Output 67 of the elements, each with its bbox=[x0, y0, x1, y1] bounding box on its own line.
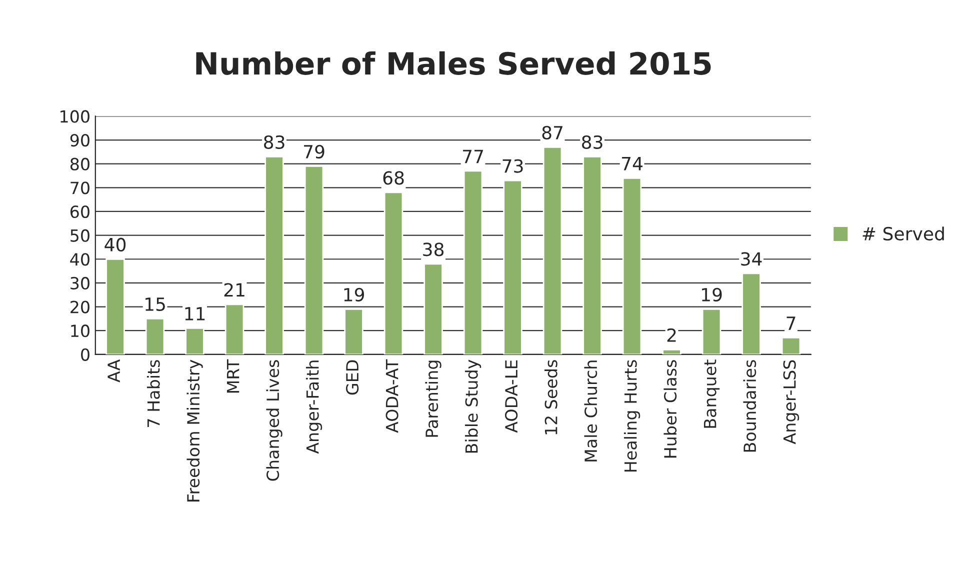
x-tick-label: AODA-LE bbox=[505, 360, 518, 433]
bar bbox=[582, 156, 602, 354]
data-label: 83 bbox=[582, 135, 602, 150]
y-tick-label: 100 bbox=[60, 110, 90, 123]
bar bbox=[304, 166, 324, 354]
chart-title: Number of Males Served 2015 bbox=[196, 51, 711, 75]
x-tick-label: Anger-Faith bbox=[306, 360, 322, 454]
x-tick-label: Freedom Ministry bbox=[186, 360, 203, 502]
data-label: 77 bbox=[463, 150, 483, 164]
y-tick-label: 60 bbox=[70, 205, 90, 218]
bar bbox=[503, 180, 522, 354]
bar bbox=[384, 192, 404, 354]
bar bbox=[742, 272, 761, 354]
bar bbox=[622, 177, 642, 354]
x-tick-label: Male Church bbox=[584, 360, 598, 462]
bar bbox=[424, 263, 443, 354]
legend-label: # Served bbox=[862, 226, 944, 241]
y-tick-label: 10 bbox=[71, 324, 90, 338]
bar bbox=[264, 156, 284, 354]
x-tick-label: MRT bbox=[226, 359, 240, 393]
x-tick-label: Anger-LSS bbox=[783, 360, 800, 444]
bar bbox=[781, 337, 801, 354]
data-label: 79 bbox=[304, 144, 324, 159]
bar bbox=[185, 328, 204, 354]
y-tick-label: 20 bbox=[70, 300, 90, 314]
x-tick-label: Bible Study bbox=[464, 360, 482, 453]
bar bbox=[106, 258, 125, 354]
y-tick-label: 70 bbox=[70, 182, 90, 194]
x-tick-label: Banquet bbox=[704, 360, 720, 428]
x-tick-label: Huber Class bbox=[664, 360, 677, 458]
data-label: 11 bbox=[185, 307, 205, 320]
y-tick-label: 40 bbox=[70, 253, 90, 266]
bar bbox=[145, 318, 165, 354]
data-label: 21 bbox=[224, 283, 244, 296]
data-label: 15 bbox=[146, 298, 165, 312]
data-label: 2 bbox=[667, 328, 676, 342]
x-tick-label: AA bbox=[108, 359, 120, 382]
x-tick-label: AODA-AT bbox=[386, 359, 398, 433]
x-tick-label: 12 Seeds bbox=[544, 360, 558, 434]
data-label: 40 bbox=[104, 238, 126, 252]
x-tick-label: Parenting bbox=[425, 360, 442, 437]
data-label: 34 bbox=[741, 252, 762, 266]
data-label: 68 bbox=[383, 171, 404, 185]
y-tick-label: 50 bbox=[70, 229, 90, 242]
x-tick-label: Changed Lives bbox=[266, 360, 282, 481]
x-tick-label: Boundaries bbox=[743, 360, 756, 452]
data-label: 19 bbox=[344, 288, 364, 302]
bar bbox=[224, 304, 244, 354]
bar bbox=[662, 348, 682, 354]
data-label: 7 bbox=[786, 316, 796, 330]
x-tick-label: 7 Habits bbox=[146, 360, 160, 427]
bar bbox=[542, 146, 562, 354]
data-label: 83 bbox=[264, 135, 284, 150]
data-label: 73 bbox=[502, 159, 523, 173]
bar bbox=[344, 308, 364, 354]
y-tick-label: 30 bbox=[70, 276, 90, 290]
y-tick-label: 0 bbox=[81, 348, 90, 361]
x-tick-label: Healing Hurts bbox=[624, 360, 640, 472]
y-tick-label: 90 bbox=[70, 134, 90, 147]
bar bbox=[463, 170, 483, 354]
data-label: 38 bbox=[423, 242, 444, 256]
bar bbox=[702, 308, 722, 354]
data-label: 74 bbox=[622, 157, 642, 170]
x-tick-label: GED bbox=[346, 360, 359, 395]
data-label: 19 bbox=[702, 288, 722, 302]
y-tick-label: 80 bbox=[70, 158, 90, 170]
data-label: 87 bbox=[542, 126, 562, 140]
